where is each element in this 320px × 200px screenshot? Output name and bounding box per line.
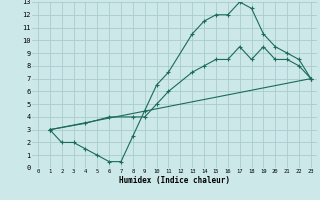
X-axis label: Humidex (Indice chaleur): Humidex (Indice chaleur) (119, 176, 230, 185)
